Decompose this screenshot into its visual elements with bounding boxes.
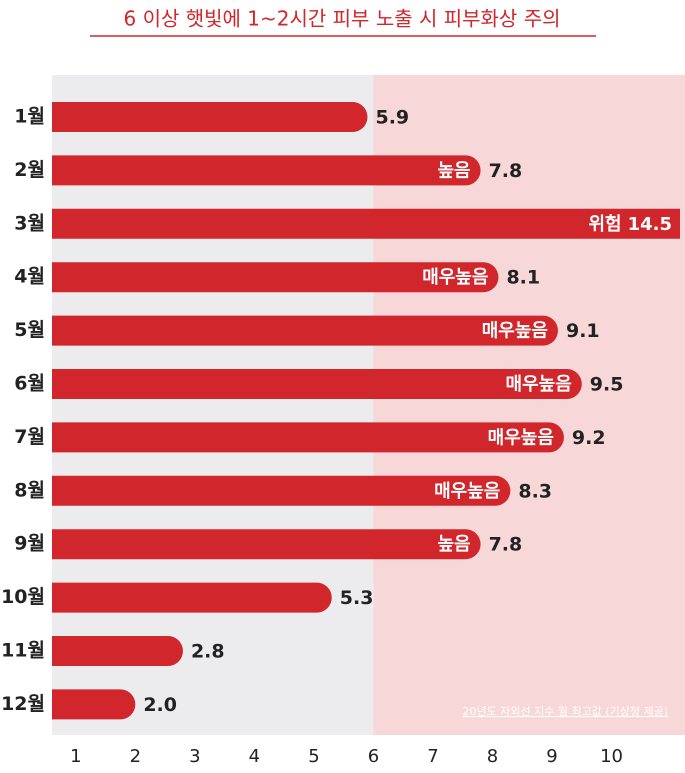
x-tick-label: 3 bbox=[189, 746, 200, 767]
category-label: 12월 bbox=[1, 693, 45, 715]
level-label: 매우높음 bbox=[434, 481, 500, 502]
bar bbox=[52, 582, 332, 613]
category-label: 9월 bbox=[14, 533, 45, 555]
category-label: 1월 bbox=[14, 106, 45, 128]
x-tick-label: 4 bbox=[249, 746, 260, 767]
category-label: 6월 bbox=[14, 373, 45, 395]
value-label: 14.5 bbox=[628, 214, 672, 235]
x-tick-label: 2 bbox=[130, 746, 141, 767]
x-tick-label: 9 bbox=[546, 746, 557, 767]
category-label: 10월 bbox=[1, 586, 45, 608]
level-label: 위험 bbox=[588, 213, 621, 235]
x-tick-label: 8 bbox=[487, 746, 498, 767]
category-label: 7월 bbox=[14, 426, 45, 448]
value-label: 8.3 bbox=[518, 480, 552, 502]
level-label: 매우높음 bbox=[506, 374, 572, 395]
level-label: 매우높음 bbox=[482, 321, 548, 342]
x-tick-label: 7 bbox=[427, 746, 438, 767]
x-tick-label: 5 bbox=[308, 746, 319, 767]
bar bbox=[52, 102, 368, 132]
value-label: 5.3 bbox=[340, 587, 374, 609]
x-tick-label: 6 bbox=[368, 746, 379, 767]
value-label: 9.5 bbox=[590, 374, 624, 396]
bar bbox=[52, 636, 183, 666]
bar bbox=[52, 422, 564, 453]
category-label: 5월 bbox=[14, 319, 45, 341]
value-label: 5.9 bbox=[375, 107, 409, 129]
level-label: 매우높음 bbox=[488, 427, 554, 448]
bar bbox=[52, 155, 481, 186]
value-label: 2.8 bbox=[191, 641, 225, 663]
bar bbox=[52, 262, 499, 293]
value-label: 8.1 bbox=[506, 267, 540, 289]
bar bbox=[52, 315, 558, 346]
chart-title: 6 이상 햇빛에 1~2시간 피부 노출 시 피부화상 주의 bbox=[124, 7, 561, 31]
x-tick-label: 1 bbox=[70, 746, 81, 767]
bar bbox=[52, 529, 481, 560]
value-label: 7.8 bbox=[489, 160, 523, 182]
note: 20년도 자외선 지수 월 최고값 (기상청 제공) bbox=[463, 705, 668, 718]
level-label: 매우높음 bbox=[422, 267, 488, 288]
bar bbox=[52, 369, 582, 399]
bar bbox=[52, 208, 680, 239]
category-label: 11월 bbox=[1, 640, 45, 662]
bar bbox=[52, 689, 136, 720]
category-label: 8월 bbox=[14, 479, 45, 501]
category-label: 3월 bbox=[14, 212, 45, 234]
level-label: 높음 bbox=[437, 160, 470, 181]
level-label: 높음 bbox=[437, 534, 470, 555]
value-label: 7.8 bbox=[489, 534, 523, 556]
value-label: 9.1 bbox=[566, 320, 600, 342]
bars bbox=[52, 102, 680, 720]
category-label: 2월 bbox=[14, 159, 45, 181]
value-label: 9.2 bbox=[572, 427, 606, 449]
category-label: 4월 bbox=[14, 266, 45, 288]
bar bbox=[52, 475, 511, 506]
value-label: 2.0 bbox=[143, 694, 177, 716]
x-tick-label: 10 bbox=[600, 746, 623, 767]
